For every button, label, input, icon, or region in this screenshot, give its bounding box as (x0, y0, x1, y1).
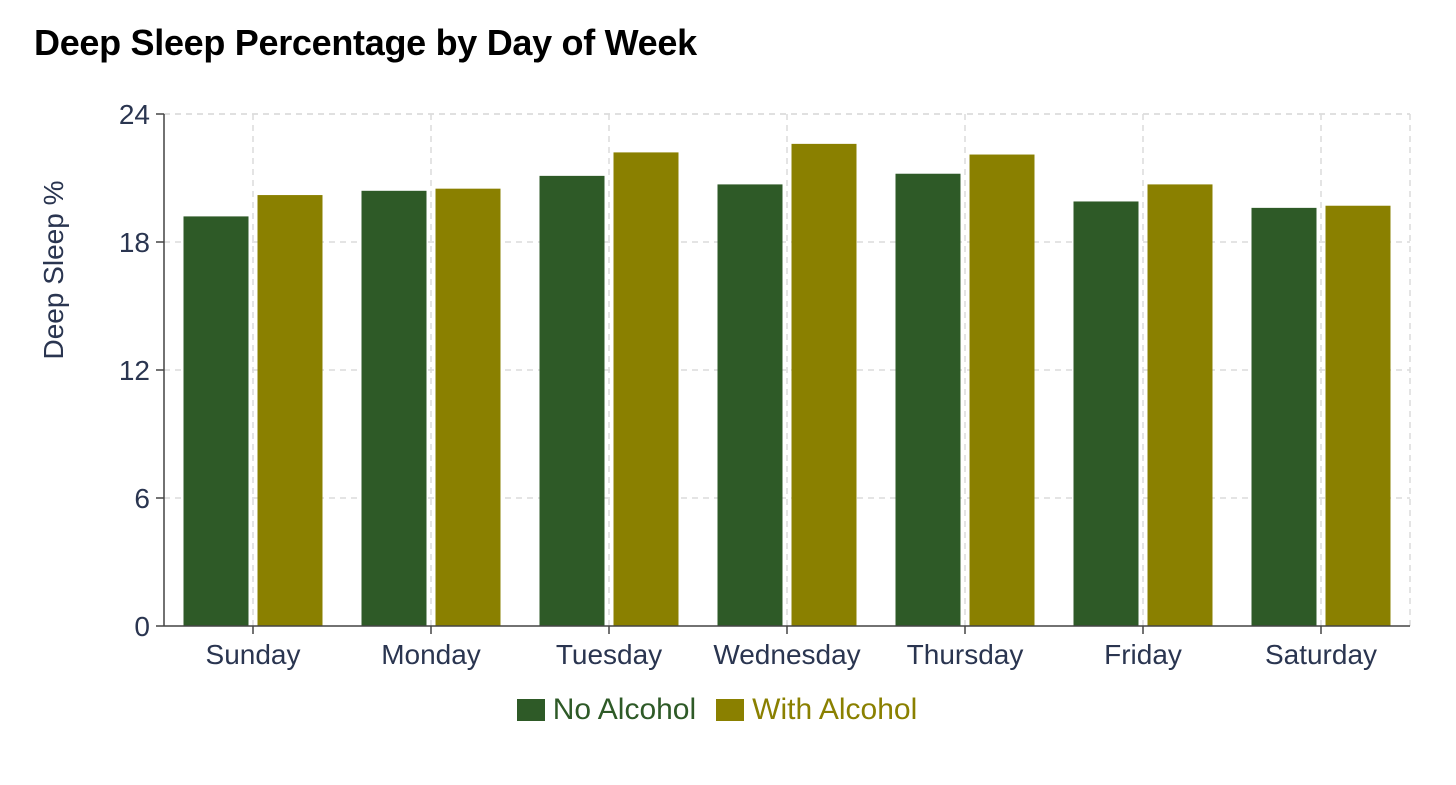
x-tick-label-wednesday: Wednesday (713, 639, 860, 670)
bar-no-alcohol-monday[interactable] (361, 190, 427, 627)
legend-label-with-alcohol: With Alcohol (752, 693, 918, 726)
legend-swatch-no-alcohol (516, 699, 545, 721)
bar-chart: 0 6 12 18 24 Sunday Monday Tuesday Wednesday Thur… (38, 99, 1411, 670)
y-tick-label-0: 0 (134, 611, 150, 642)
legend-item-no-alcohol[interactable]: No Alcohol (516, 692, 697, 728)
legend-swatch-with-alcohol (716, 699, 745, 721)
y-tick-label-18: 18 (119, 227, 150, 258)
bar-no-alcohol-wednesday[interactable] (717, 184, 783, 626)
bars-layer (183, 143, 1391, 627)
y-tick-label-24: 24 (119, 99, 150, 130)
bar-with-alcohol-saturday[interactable] (1325, 205, 1391, 626)
x-tick-label-thursday: Thursday (907, 639, 1024, 670)
bar-with-alcohol-thursday[interactable] (969, 154, 1035, 627)
bar-no-alcohol-thursday[interactable] (895, 173, 961, 626)
y-axis-title: Deep Sleep % (38, 180, 69, 359)
grid-layer (164, 113, 1411, 626)
chart-legend: No Alcohol With Alcohol (0, 692, 1434, 728)
bar-no-alcohol-friday[interactable] (1073, 201, 1139, 626)
x-tick-label-saturday: Saturday (1265, 639, 1377, 670)
x-tick-label-sunday: Sunday (206, 639, 301, 670)
bar-with-alcohol-tuesday[interactable] (613, 152, 679, 626)
legend-label-no-alcohol: No Alcohol (552, 693, 697, 726)
bar-with-alcohol-friday[interactable] (1147, 184, 1213, 626)
x-tick-label-monday: Monday (381, 639, 481, 670)
legend-item-with-alcohol[interactable]: With Alcohol (716, 692, 917, 728)
bar-no-alcohol-saturday[interactable] (1251, 207, 1317, 626)
chart-title: Deep Sleep Percentage by Day of Week (34, 22, 697, 63)
axes-layer (156, 113, 1410, 634)
bar-with-alcohol-wednesday[interactable] (791, 143, 857, 626)
bar-no-alcohol-tuesday[interactable] (539, 175, 605, 626)
bar-with-alcohol-sunday[interactable] (257, 195, 323, 627)
y-tick-label-6: 6 (134, 483, 150, 514)
bar-no-alcohol-sunday[interactable] (183, 216, 249, 626)
x-tick-label-tuesday: Tuesday (556, 639, 662, 670)
bar-with-alcohol-monday[interactable] (435, 188, 501, 626)
y-tick-label-12: 12 (119, 355, 150, 386)
x-tick-label-friday: Friday (1104, 639, 1182, 670)
labels-layer: 0 6 12 18 24 Sunday Monday Tuesday Wednesday Thur… (38, 99, 1377, 670)
